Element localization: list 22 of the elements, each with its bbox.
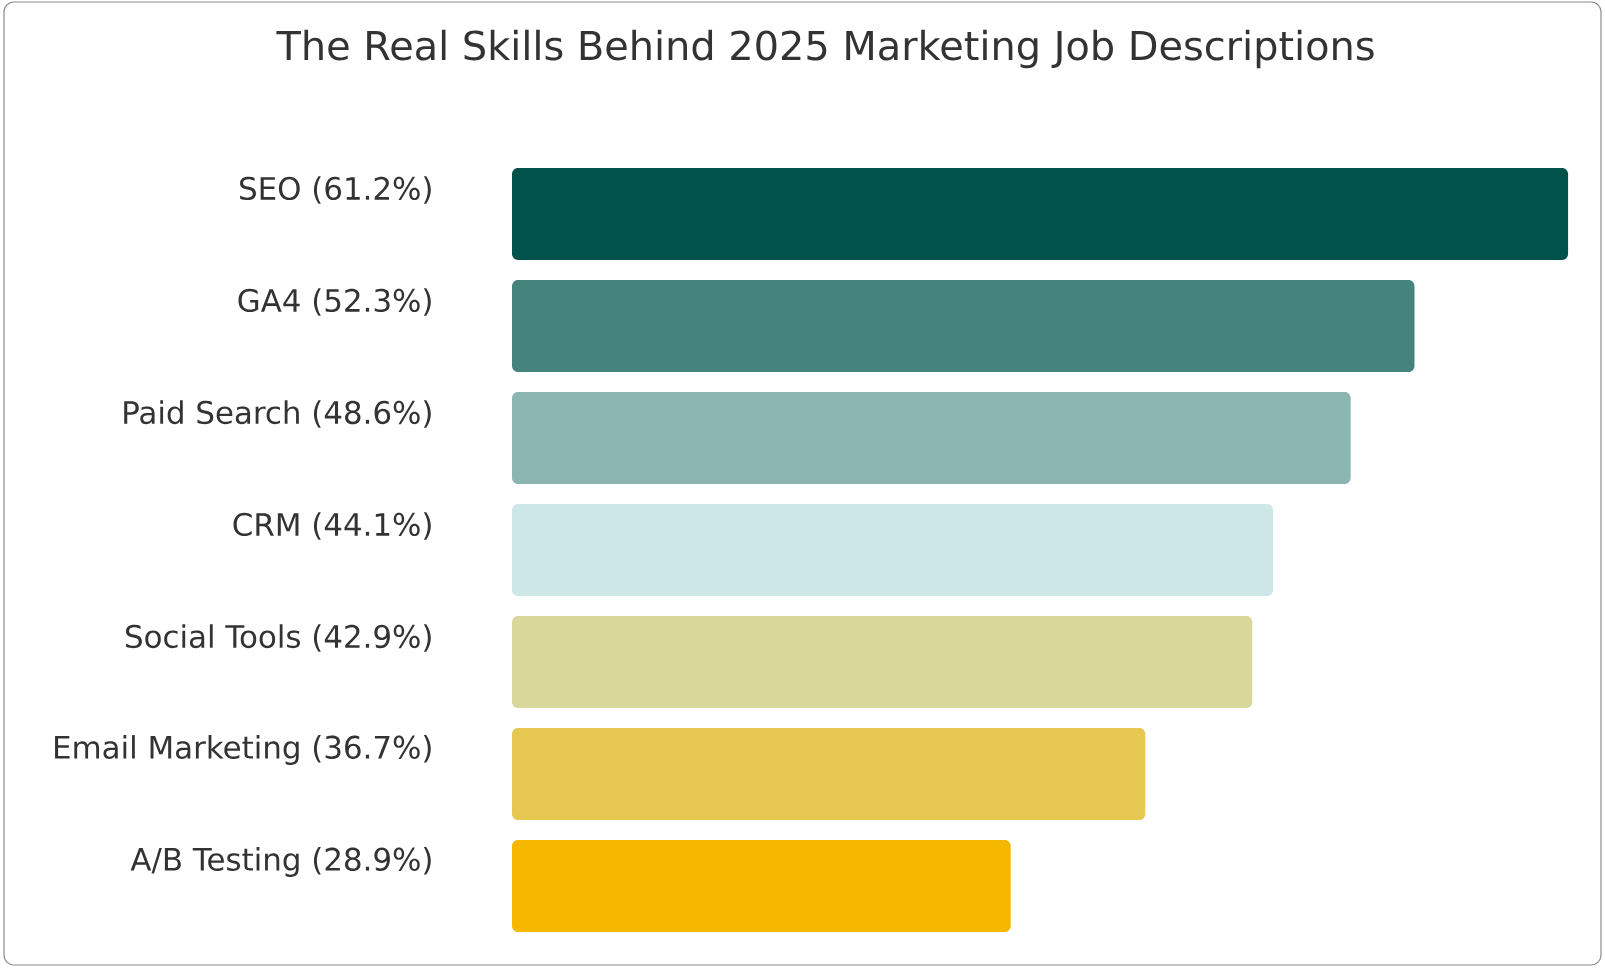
data-label: (44.1%): [313, 512, 431, 540]
data-label: (28.9%): [313, 847, 431, 875]
bar: [512, 616, 1253, 709]
y-tick-label: GA4: [238, 288, 300, 313]
bar: [512, 280, 1415, 372]
bar: [512, 168, 1569, 260]
bar: [512, 728, 1146, 821]
data-label: (52.3%): [313, 288, 431, 316]
data-label: (48.6%): [313, 400, 431, 428]
y-tick-label: A/B Testing: [130, 847, 299, 877]
y-tick-label: CRM: [233, 512, 299, 537]
chart-title: The Real Skills Behind 2025 Marketing Job Descriptions: [276, 29, 1374, 69]
y-tick-label: Paid Search: [124, 400, 299, 425]
data-label: (61.2%): [313, 176, 431, 204]
bar: [512, 840, 1011, 933]
y-tick-label: Social Tools: [126, 624, 300, 649]
bar: [512, 392, 1351, 484]
data-label: (36.7%): [313, 735, 431, 763]
y-tick-label: SEO: [240, 176, 300, 201]
y-tick-label: Email Marketing: [55, 735, 299, 765]
bar: [512, 504, 1273, 596]
data-label: (42.9%): [313, 624, 431, 652]
